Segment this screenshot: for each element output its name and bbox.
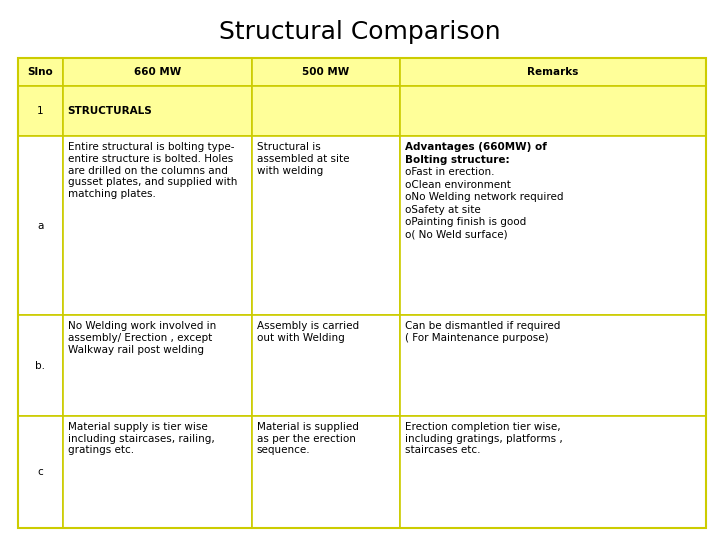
Text: b.: b. — [35, 361, 45, 371]
Bar — [18, 137, 63, 315]
Text: No Welding work involved in
assembly/ Erection , except
Walkway rail post weldin: No Welding work involved in assembly/ Er… — [68, 321, 216, 355]
Text: Slno: Slno — [27, 67, 53, 77]
Text: Erection completion tier wise,
including gratings, platforms ,
staircases etc.: Erection completion tier wise, including… — [405, 422, 562, 455]
Text: 500 MW: 500 MW — [302, 67, 349, 77]
Text: c: c — [37, 467, 43, 477]
Bar — [63, 86, 252, 137]
Text: Structural is
assembled at site
with welding: Structural is assembled at site with wel… — [257, 143, 349, 176]
Text: o( No Weld surface): o( No Weld surface) — [405, 230, 508, 240]
Bar — [252, 58, 400, 86]
Text: Advantages (660MW) of: Advantages (660MW) of — [405, 143, 546, 152]
Text: oSafety at site: oSafety at site — [405, 205, 480, 215]
Bar — [252, 86, 400, 137]
Bar — [63, 315, 252, 416]
Text: Remarks: Remarks — [527, 67, 579, 77]
Bar — [400, 58, 706, 86]
Text: Entire structural is bolting type-
entire structure is bolted. Holes
are drilled: Entire structural is bolting type- entir… — [68, 143, 237, 199]
Bar — [400, 86, 706, 137]
Text: oNo Welding network required: oNo Welding network required — [405, 192, 563, 202]
Bar — [18, 58, 63, 86]
Bar — [18, 86, 63, 137]
Bar — [18, 416, 63, 528]
Bar — [18, 58, 706, 528]
Text: Assembly is carried
out with Welding: Assembly is carried out with Welding — [257, 321, 359, 343]
Text: Material is supplied
as per the erection
sequence.: Material is supplied as per the erection… — [257, 422, 359, 455]
Bar — [63, 416, 252, 528]
Bar — [252, 416, 400, 528]
Bar — [63, 137, 252, 315]
Text: Can be dismantled if required
( For Maintenance purpose): Can be dismantled if required ( For Main… — [405, 321, 560, 343]
Text: Bolting structure:: Bolting structure: — [405, 155, 510, 165]
Text: a: a — [37, 221, 43, 231]
Bar — [63, 58, 252, 86]
Text: STRUCTURALS: STRUCTURALS — [68, 106, 153, 116]
Bar — [252, 315, 400, 416]
Text: Structural Comparison: Structural Comparison — [219, 20, 501, 44]
Bar — [400, 416, 706, 528]
Bar — [252, 137, 400, 315]
Text: oPainting finish is good: oPainting finish is good — [405, 218, 526, 227]
Text: oFast in erection.: oFast in erection. — [405, 167, 495, 177]
Text: 660 MW: 660 MW — [134, 67, 181, 77]
Text: Material supply is tier wise
including staircases, railing,
gratings etc.: Material supply is tier wise including s… — [68, 422, 215, 455]
Bar — [18, 315, 63, 416]
Text: 1: 1 — [37, 106, 44, 116]
Bar — [400, 315, 706, 416]
Bar — [400, 137, 706, 315]
Text: oClean environment: oClean environment — [405, 180, 510, 190]
